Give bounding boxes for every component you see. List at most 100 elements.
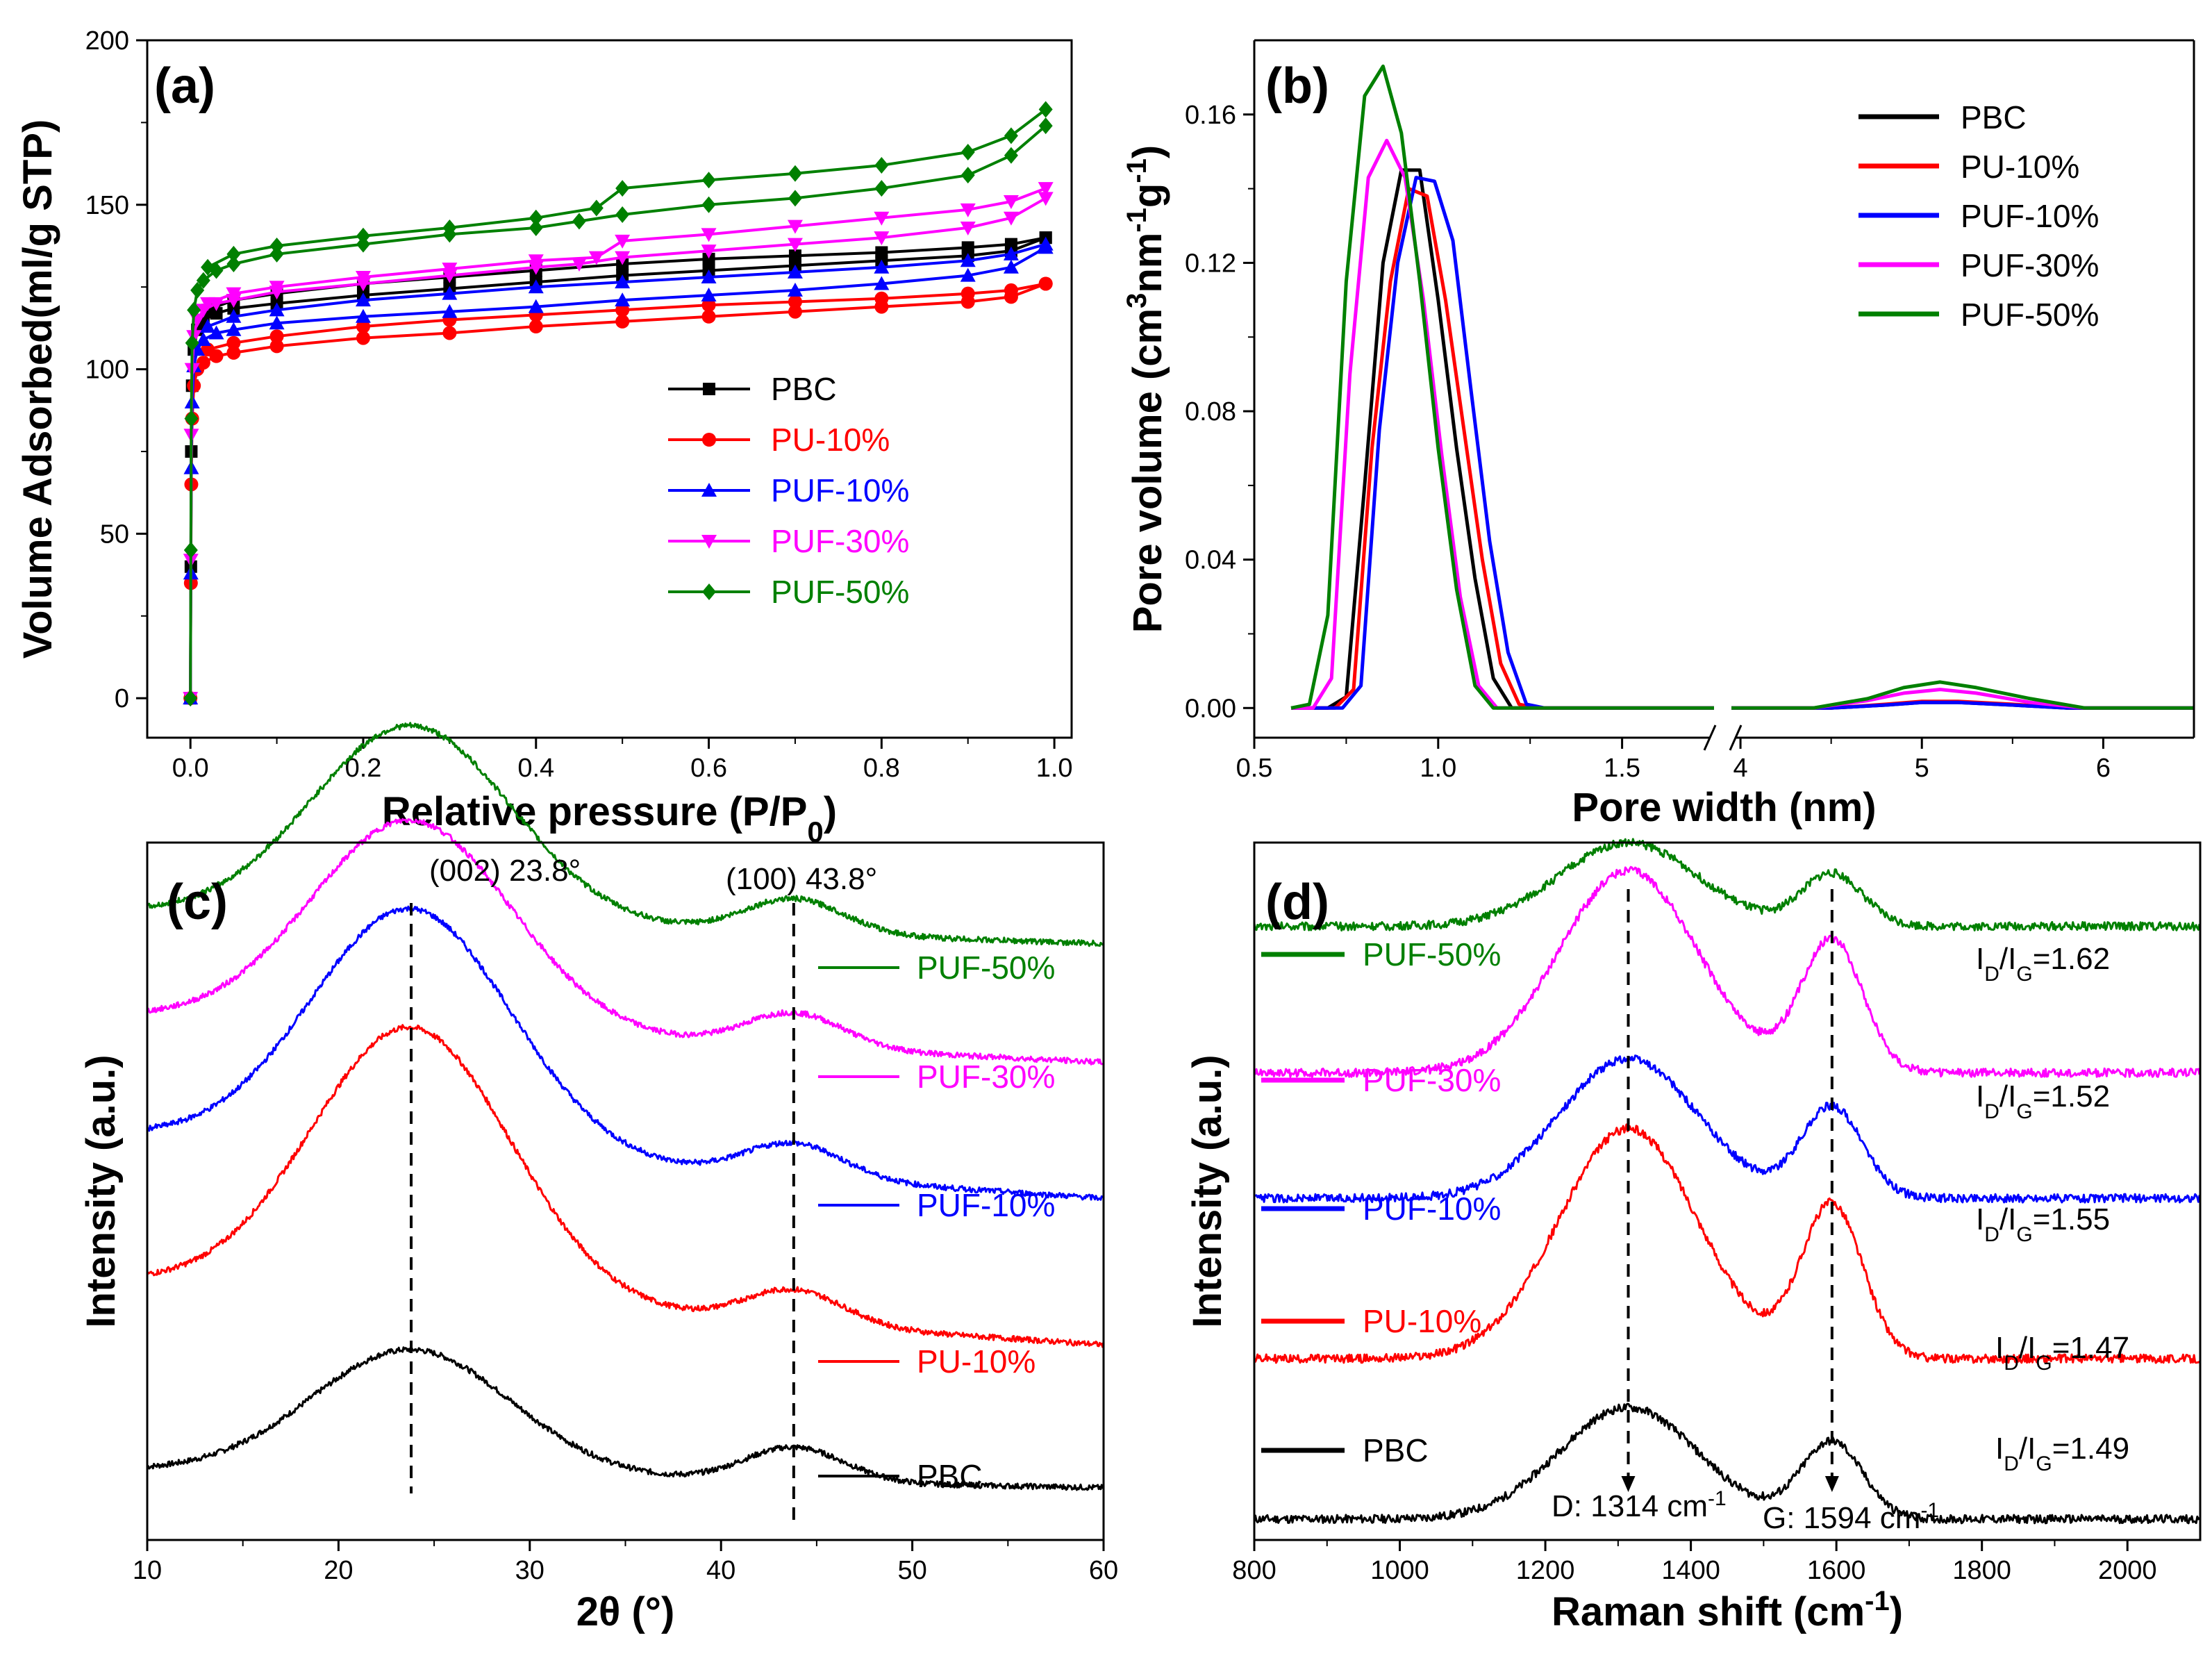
legend-label: PUF-30% — [917, 1059, 1055, 1095]
x-axis-tick-label: 20 — [324, 1556, 353, 1585]
legend-label: PBC — [1363, 1432, 1429, 1468]
data-point — [269, 237, 284, 254]
data-point — [269, 315, 285, 330]
data-point — [874, 211, 890, 226]
x-axis-tick-label: 40 — [706, 1556, 735, 1585]
data-point — [355, 308, 371, 323]
data-point — [356, 227, 370, 245]
panel-c: 10 20 30 40 50 60 (002) 23.8° (100) 43.8° PBC PU-… — [78, 722, 1118, 1634]
data-point — [187, 301, 201, 319]
legend-label: PUF-10% — [917, 1187, 1055, 1223]
data-point — [571, 258, 587, 272]
data-point — [183, 542, 198, 559]
data-point — [196, 272, 210, 289]
x-axis-tick-label: 1400 — [1661, 1556, 1720, 1585]
data-point — [1038, 182, 1054, 197]
data-point — [588, 251, 604, 265]
series-PBC — [1253, 1402, 2201, 1525]
data-point — [1038, 101, 1053, 118]
legend-marker — [701, 483, 717, 497]
panel-label: (b) — [1265, 58, 1329, 114]
data-point — [226, 287, 242, 301]
data-point — [529, 209, 543, 226]
data-point — [572, 213, 586, 230]
data-point — [874, 180, 889, 197]
x-axis-left-tick-label: 0.5 — [1236, 754, 1273, 783]
data-point — [1004, 283, 1018, 297]
curve-segment-2 — [1731, 688, 2194, 710]
legend-label: PUF-10% — [771, 472, 909, 508]
id-ig-ratio: ID/IG=1.62 — [1976, 942, 2110, 986]
data-point — [1003, 211, 1019, 226]
legend-label: PU-10% — [1363, 1303, 1481, 1339]
data-point — [701, 172, 716, 189]
axis-break-mark — [1703, 724, 1717, 751]
x-axis-title: Raman shift (cm-1) — [1552, 1586, 1903, 1634]
legend-marker — [702, 433, 716, 447]
data-point — [788, 295, 802, 309]
plot-frame — [1253, 841, 2202, 1541]
series-PUF-50% — [183, 101, 1053, 707]
curve-segment-1 — [1290, 64, 1714, 710]
legend-label: PUF-30% — [1961, 247, 2099, 283]
legend-label: PBC — [917, 1458, 983, 1494]
data-point — [960, 203, 976, 217]
curve-segment-2 — [1731, 680, 2194, 710]
data-point — [1038, 236, 1054, 251]
y-axis-tick-label: 0.16 — [1185, 101, 1236, 130]
y-axis-tick-label: 100 — [85, 356, 129, 385]
data-point — [529, 320, 543, 334]
data-point — [1038, 117, 1053, 135]
data-point — [701, 269, 717, 283]
data-point — [589, 199, 604, 217]
data-point — [269, 339, 284, 354]
peak-annotation: (100) 43.8° — [726, 862, 877, 896]
data-point — [787, 219, 803, 234]
data-point — [269, 302, 285, 317]
data-point — [874, 276, 890, 290]
x-axis-title: Relative pressure (P/P0) — [382, 789, 837, 848]
x-axis-tick-label: 1.0 — [1036, 754, 1073, 783]
y-axis-tick-label: 50 — [100, 520, 129, 549]
data-point — [788, 304, 802, 319]
x-axis-tick-label: 0.6 — [690, 754, 727, 783]
data-point — [961, 144, 975, 161]
series-PUF-50% — [1290, 64, 2194, 710]
series-PU-10% — [183, 276, 1053, 706]
x-axis-right-tick-label: 5 — [1915, 754, 1929, 783]
legend-label: PUF-50% — [917, 950, 1055, 986]
data-point — [615, 206, 630, 223]
data-point — [701, 196, 716, 213]
series-PUF-30% — [1253, 865, 2201, 1078]
legend-label: PUF-30% — [1363, 1062, 1501, 1098]
data-point — [1038, 276, 1053, 291]
x-axis-title: 2θ (°) — [576, 1589, 675, 1634]
x-axis-tick-label: 1800 — [1952, 1556, 2011, 1585]
legend-label: PUF-10% — [1363, 1191, 1501, 1227]
data-point — [787, 238, 803, 252]
data-point — [1004, 127, 1018, 144]
data-point — [528, 254, 544, 269]
legend-label: PUF-50% — [1363, 936, 1501, 972]
data-point — [787, 264, 803, 279]
x-axis-tick-label: 50 — [897, 1556, 926, 1585]
data-point — [874, 231, 890, 246]
data-point — [196, 356, 210, 370]
data-point — [615, 314, 630, 329]
id-ig-ratio: ID/IG=1.55 — [1976, 1202, 2110, 1246]
x-axis-tick-label: 1200 — [1516, 1556, 1575, 1585]
data-point — [226, 256, 241, 273]
data-point — [226, 322, 242, 336]
data-point — [701, 288, 717, 302]
data-point — [702, 252, 715, 265]
data-point — [1003, 246, 1019, 260]
data-point — [701, 309, 716, 324]
x-axis-left-tick-label: 1.5 — [1604, 754, 1640, 783]
data-point — [960, 267, 976, 282]
data-point — [195, 331, 211, 346]
data-point — [269, 281, 285, 295]
data-point — [201, 258, 215, 276]
data-point — [442, 219, 457, 236]
legend-label: PU-10% — [1961, 149, 2079, 185]
